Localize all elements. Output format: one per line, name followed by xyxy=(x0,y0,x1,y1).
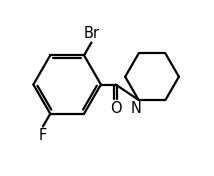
Text: N: N xyxy=(131,101,142,116)
Text: F: F xyxy=(39,128,47,143)
Text: O: O xyxy=(110,101,122,116)
Text: Br: Br xyxy=(83,27,100,42)
